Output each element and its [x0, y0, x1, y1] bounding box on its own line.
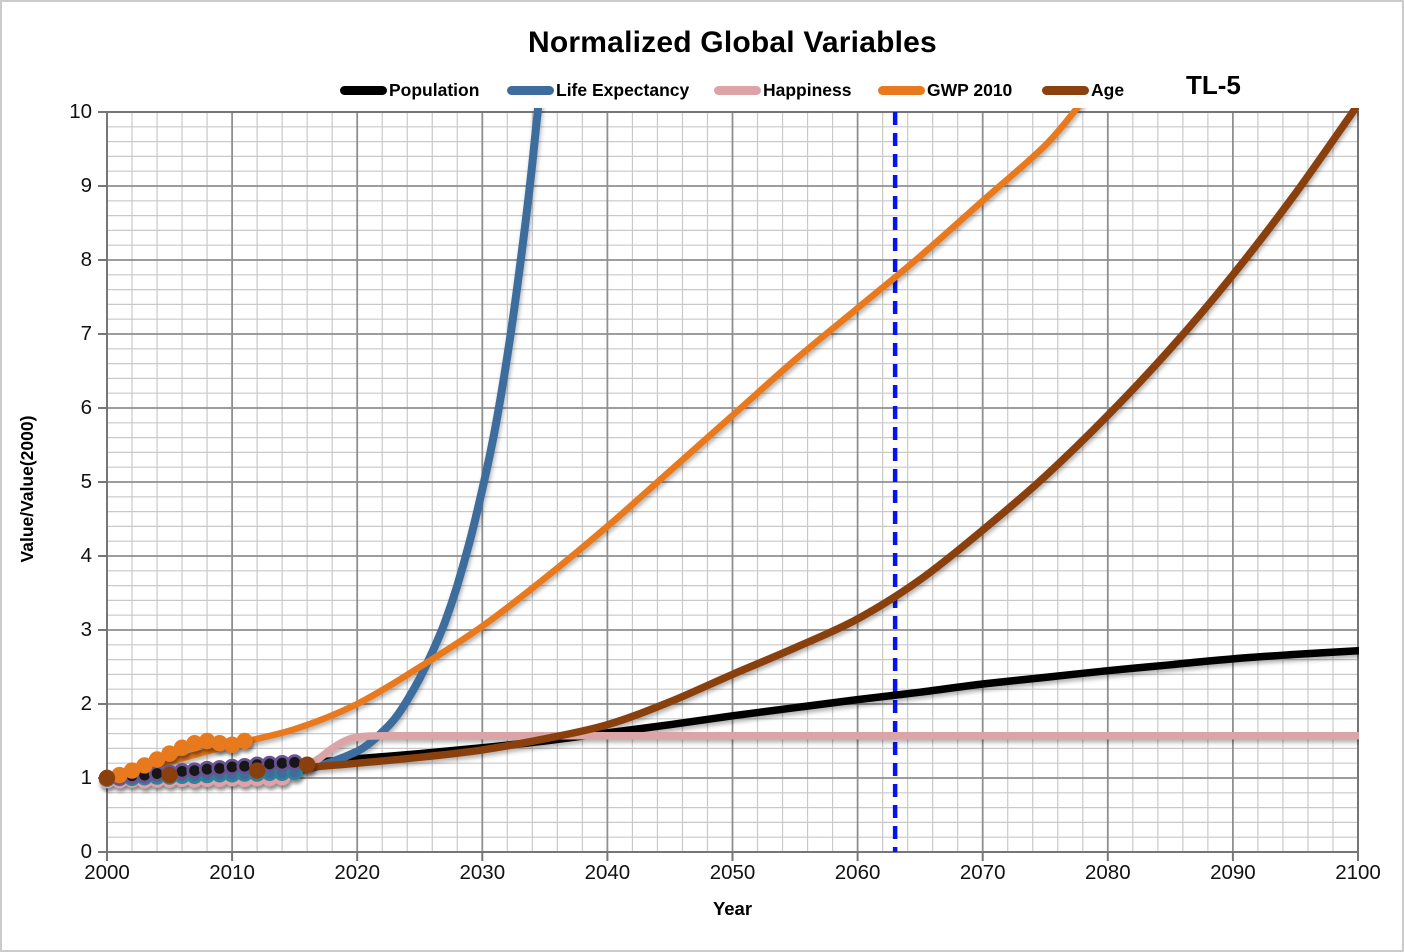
historical-markers — [98, 732, 316, 789]
x-tick-label: 2020 — [334, 861, 380, 884]
legend-item-life-expectancy: Life Expectancy — [507, 78, 689, 102]
series-line-gwp-2010 — [106, 108, 1082, 782]
y-tick-label: 2 — [80, 692, 92, 715]
y-tick-label: 5 — [80, 470, 92, 493]
y-tick-label: 9 — [80, 174, 92, 197]
y-tick-label: 10 — [69, 100, 92, 123]
axis-ticks — [98, 111, 1359, 861]
legend-item-age: Age — [1042, 78, 1124, 102]
x-tick-label: 2050 — [709, 861, 756, 884]
legend-swatch-happiness — [714, 85, 761, 95]
x-tick-label: 2090 — [1210, 861, 1256, 884]
y-tick-label: 4 — [80, 544, 92, 567]
y-axis-title: Value/Value(2000) — [17, 415, 37, 563]
major-gridlines — [107, 112, 1358, 852]
y-tick-label: 7 — [80, 322, 92, 345]
marker-age — [98, 769, 116, 787]
x-tick-label: 2000 — [84, 861, 130, 884]
y-tick-label: 6 — [80, 396, 92, 419]
legend-swatch-gwp-2010 — [878, 85, 925, 95]
x-tick-label: 2010 — [209, 861, 255, 884]
series-line-age — [106, 108, 1359, 784]
legend-swatch-life-expectancy — [507, 85, 554, 95]
marker-gwp-2010 — [148, 751, 166, 768]
chart-title: Normalized Global Variables — [528, 26, 937, 59]
marker-gwp-2010 — [236, 732, 253, 750]
y-tick-label: 0 — [80, 840, 92, 863]
marker-gwp-2010 — [136, 757, 153, 774]
marker-gwp-2010 — [161, 745, 178, 762]
legend-item-population: Population — [340, 78, 479, 102]
legend-item-happiness: Happiness — [714, 78, 852, 102]
legend-label-gwp-2010: GWP 2010 — [927, 79, 1013, 100]
y-tick-label: 3 — [80, 618, 92, 641]
annotation-tl5: TL-5 — [1186, 70, 1241, 100]
x-tick-label: 2040 — [584, 861, 631, 884]
x-tick-label: 2070 — [959, 861, 1006, 884]
legend-swatch-age — [1042, 85, 1089, 95]
x-tick-label: 2100 — [1335, 861, 1381, 884]
marker-age — [161, 766, 178, 784]
y-tick-label: 8 — [80, 248, 92, 271]
legend-label-life-expectancy: Life Expectancy — [556, 79, 690, 100]
marker-age — [298, 756, 316, 773]
legend-label-happiness: Happiness — [763, 79, 852, 100]
marker-age — [248, 762, 266, 779]
legend-item-gwp-2010: GWP 2010 — [878, 78, 1012, 102]
legend-label-population: Population — [389, 79, 480, 100]
x-tick-label: 2030 — [459, 861, 506, 884]
x-axis-title: Year — [712, 898, 753, 919]
legend-swatch-population — [340, 85, 387, 95]
x-tick-label: 2060 — [834, 861, 881, 884]
y-tick-label: 1 — [80, 766, 92, 789]
legend-label-age: Age — [1091, 79, 1125, 100]
x-tick-label: 2080 — [1084, 861, 1131, 884]
